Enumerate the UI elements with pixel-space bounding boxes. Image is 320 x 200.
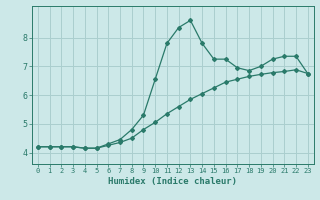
X-axis label: Humidex (Indice chaleur): Humidex (Indice chaleur): [108, 177, 237, 186]
